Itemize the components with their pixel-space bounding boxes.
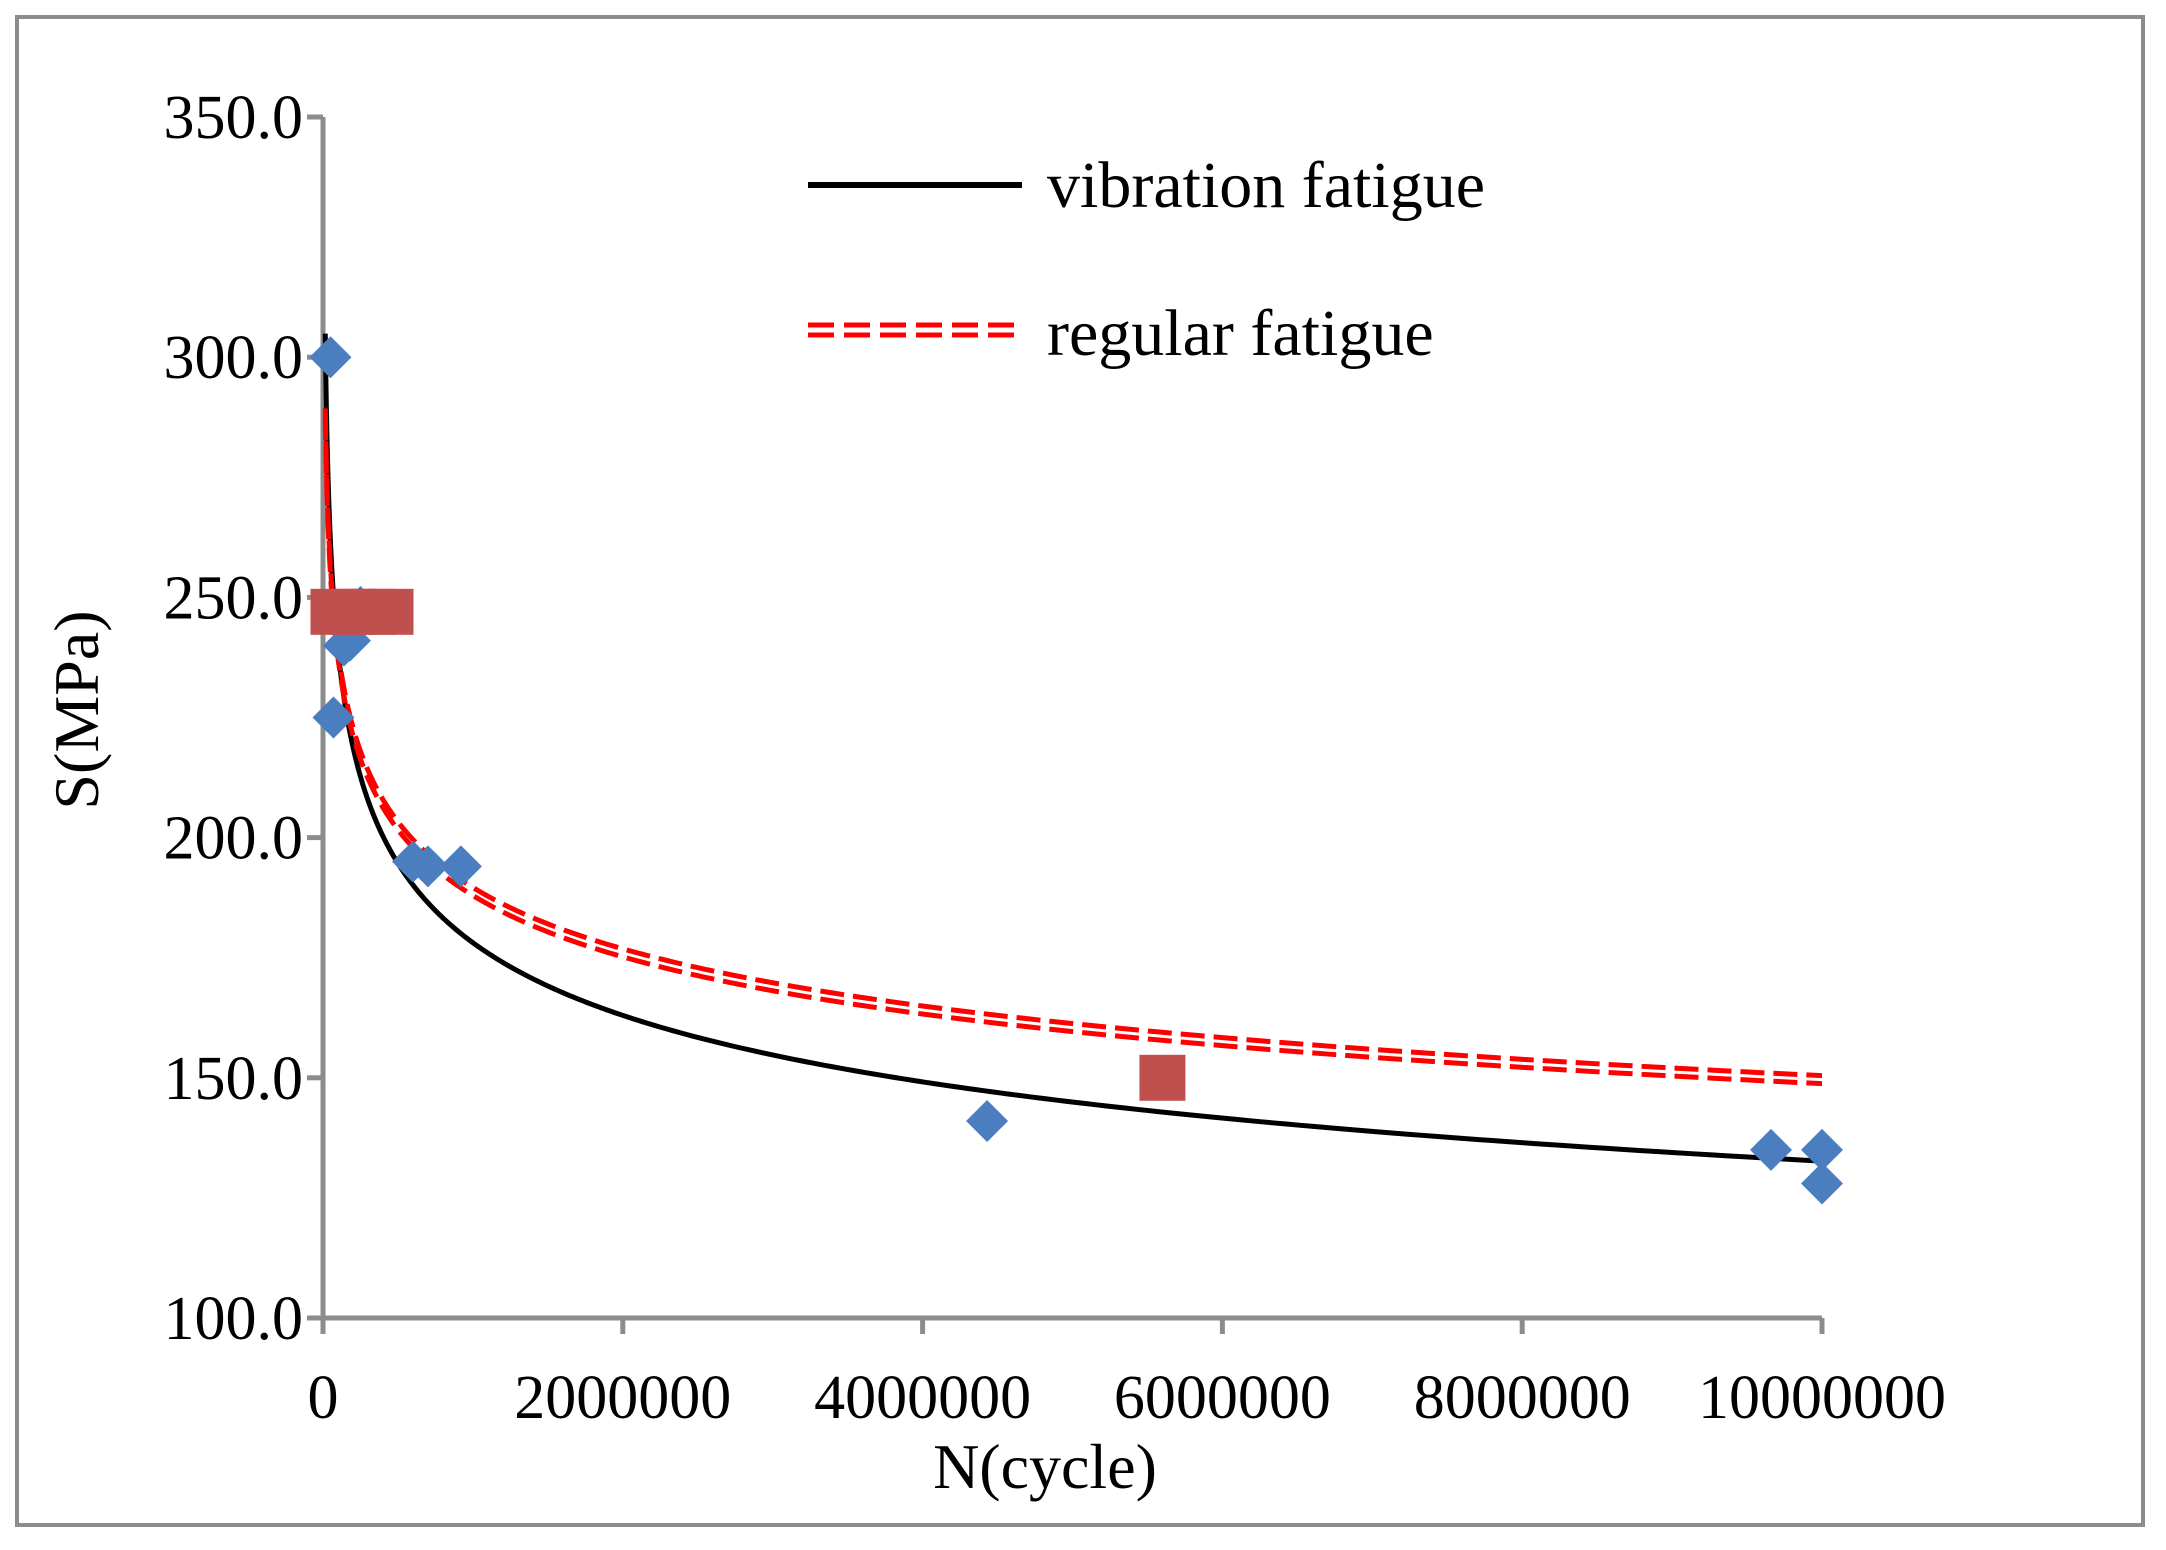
y-tick-label: 350.0 [164,84,304,152]
x-tick-label: 8000000 [1414,1364,1631,1432]
y-ticks: 100.0 150.0 200.0 250.0 300.0 350.0 [164,84,323,1353]
regular-fatigue-curve [322,408,1823,1087]
vibration-data-point [406,845,449,888]
vibration-fatigue-curve [322,333,1823,1164]
x-tick-label: 10000000 [1698,1364,1946,1432]
legend-label-regular-fatigue: regular fatigue [1047,297,1434,370]
data-markers [309,336,1843,1205]
x-tick-label: 2000000 [514,1364,731,1432]
fit-curves [322,333,1823,1164]
y-axis-title: S(MPa) [41,610,112,809]
y-tick-label: 300.0 [164,324,304,392]
legend: vibration fatigue regular fatigue [808,149,1485,370]
vibration-data-point [309,336,352,379]
x-ticks: 0 2000000 4000000 6000000 8000000 10000000 [308,1318,1946,1432]
regular-fatigue-curve-line-2 [322,416,1823,1087]
y-tick-label: 250.0 [164,564,304,632]
x-tick-label: 6000000 [1114,1364,1331,1432]
vibration-data-point [966,1100,1009,1143]
y-tick-label: 150.0 [164,1045,304,1113]
y-tick-label: 200.0 [164,805,304,873]
vibration-data-point [1801,1162,1843,1205]
x-axis-title: N(cycle) [933,1431,1157,1502]
vibration-data-point [1801,1128,1843,1171]
regular-data-point [1139,1054,1186,1101]
regular-fatigue-curve-line-1 [322,408,1823,1079]
regular-data-point [367,588,414,635]
x-tick-label: 4000000 [814,1364,1031,1432]
vibration-data-point [439,845,482,888]
vibration-data-point [1750,1128,1793,1171]
vibration-data-point [312,696,355,739]
legend-label-vibration-fatigue: vibration fatigue [1047,149,1485,222]
x-tick-label: 0 [308,1364,339,1432]
axes: 100.0 150.0 200.0 250.0 300.0 350.0 0 2000000 4… [164,84,1947,1432]
y-tick-label: 100.0 [164,1285,304,1353]
